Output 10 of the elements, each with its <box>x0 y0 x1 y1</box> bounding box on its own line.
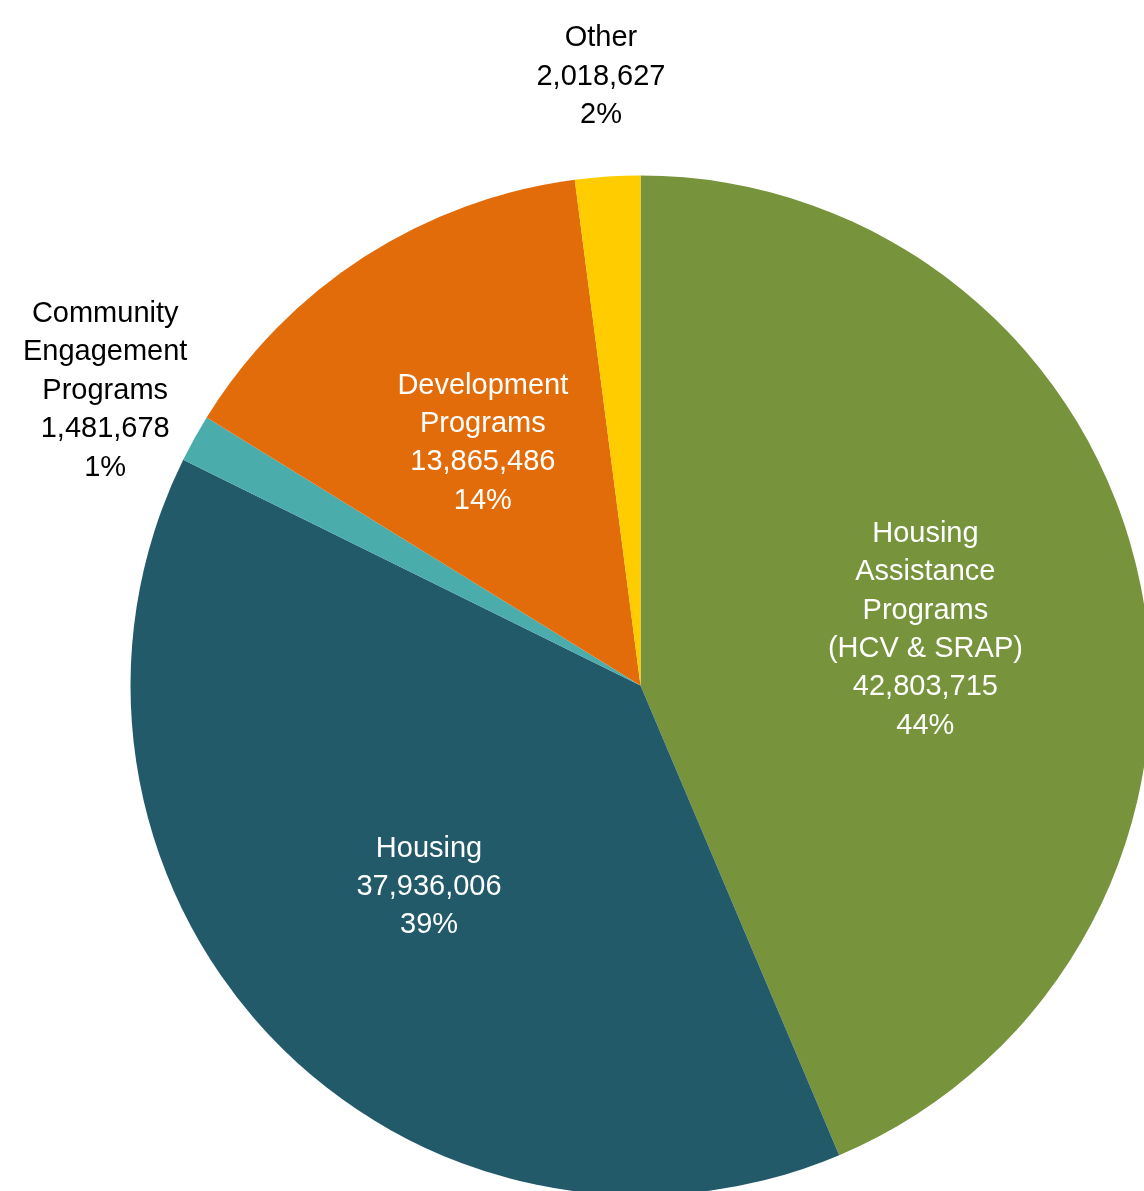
slice-label: Community Engagement Programs <box>22 296 188 405</box>
slice-label: Housing <box>375 830 483 863</box>
slice-label: Development Programs <box>397 367 569 439</box>
data-label: 1,481,678 1% <box>40 411 170 482</box>
data-label: 13,865,486 14% <box>410 444 556 515</box>
slice-label: Other <box>564 20 638 53</box>
slice-label: Housing Assistance Programs (HCV & SRAP) <box>827 515 1023 663</box>
data-label: 2,018,627 2% <box>536 58 666 130</box>
data-label: 37,936,006 39% <box>356 868 502 940</box>
data-label: 42,803,715 44% <box>852 669 998 740</box>
